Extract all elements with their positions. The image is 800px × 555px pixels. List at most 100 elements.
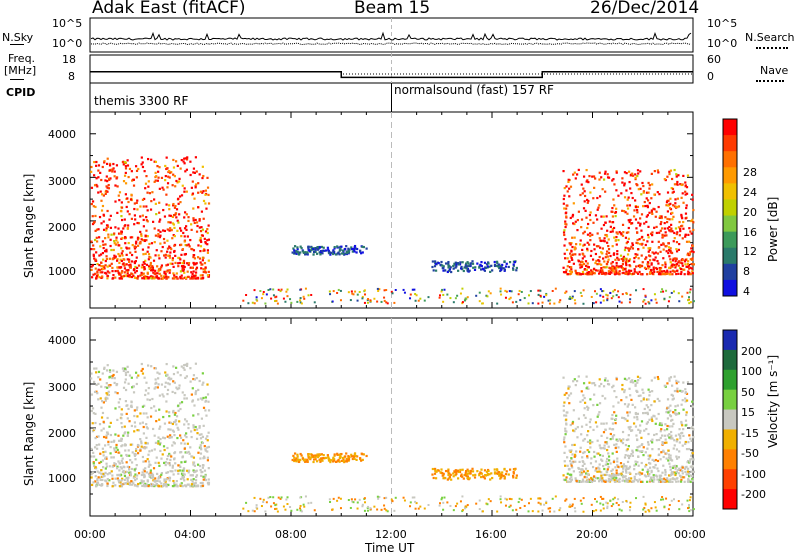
- power-echo: [646, 214, 650, 217]
- velocity-echo: [620, 509, 623, 512]
- velocity-echo: [165, 410, 168, 413]
- velocity-echo: [296, 508, 299, 511]
- velocity-echo: [610, 505, 613, 508]
- velocity-echo: [180, 461, 183, 464]
- velocity-echo: [383, 497, 386, 500]
- power-echo: [571, 295, 574, 298]
- velocity-echo: [583, 462, 586, 466]
- velocity-echo: [95, 383, 98, 387]
- power-echo: [116, 185, 119, 188]
- power-echo: [202, 190, 205, 193]
- velocity-echo: [686, 381, 690, 384]
- velocity-echo: [611, 413, 614, 417]
- velocity-echo: [94, 421, 97, 425]
- power-echo: [276, 302, 279, 305]
- velocity-echo: [466, 477, 469, 480]
- power-echo: [606, 173, 609, 176]
- power-echo: [128, 167, 132, 171]
- power-echo: [634, 178, 637, 181]
- power-echo: [602, 290, 605, 293]
- power-echo: [184, 170, 187, 173]
- power-echo: [466, 267, 470, 271]
- power-echo: [493, 260, 496, 264]
- power-echo: [195, 262, 198, 265]
- power-echo: [133, 247, 137, 250]
- velocity-echo: [136, 443, 140, 447]
- velocity-echo: [126, 434, 130, 437]
- velocity-echo: [659, 422, 662, 425]
- power-echo: [295, 249, 298, 253]
- power-echo: [378, 288, 381, 291]
- velocity-echo: [640, 400, 643, 403]
- velocity-echo: [139, 482, 142, 485]
- velocity-echo: [402, 496, 405, 499]
- velocity-echo: [679, 475, 683, 478]
- velocity-echo: [121, 461, 124, 465]
- power-echo: [154, 234, 157, 237]
- power-echo: [96, 240, 99, 243]
- velocity-echo: [469, 469, 472, 472]
- velocity-echo: [174, 411, 177, 415]
- power-echo: [623, 248, 627, 252]
- velocity-echo: [130, 480, 133, 483]
- velocity-echo: [614, 474, 618, 477]
- nsky-label: N.Sky: [2, 31, 34, 44]
- power-echo: [621, 177, 624, 180]
- power-echo: [684, 233, 687, 236]
- velocity-echo: [590, 478, 593, 481]
- power-echo: [655, 301, 658, 304]
- power-echo: [126, 159, 129, 162]
- velocity-echo: [200, 448, 203, 451]
- power-echo: [191, 272, 194, 276]
- power-echo: [90, 186, 94, 189]
- power-echo: [120, 206, 124, 209]
- power-echo: [593, 186, 596, 189]
- power-echo: [172, 173, 175, 176]
- velocity-echo: [146, 416, 149, 419]
- power-echo: [648, 211, 651, 214]
- velocity-echo: [600, 471, 603, 474]
- velocity-echo: [95, 390, 98, 393]
- power-echo: [139, 274, 142, 277]
- velocity-echo: [573, 453, 577, 456]
- velocity-echo: [606, 457, 609, 461]
- velocity-echo: [169, 421, 172, 425]
- velocity-echo: [301, 457, 305, 460]
- power-echo: [145, 219, 148, 222]
- velocity-echo: [194, 362, 197, 365]
- power-echo: [182, 269, 185, 272]
- power-echo: [349, 299, 352, 302]
- velocity-echo: [636, 381, 639, 384]
- power-echo: [173, 175, 176, 178]
- velocity-echo: [637, 379, 640, 382]
- power-echo: [102, 228, 106, 231]
- power-echo: [606, 297, 609, 300]
- velocity-echo: [584, 467, 588, 470]
- velocity-echo: [150, 406, 153, 410]
- velocity-echo: [602, 385, 606, 388]
- velocity-echo: [689, 480, 692, 483]
- velocity-echo: [684, 391, 687, 394]
- power-echo: [285, 290, 288, 293]
- velocity-echo: [512, 470, 515, 474]
- power-echo: [673, 257, 677, 260]
- power-echo: [589, 211, 592, 214]
- velocity-echo: [634, 463, 638, 466]
- power-echo: [563, 252, 566, 255]
- power-echo: [363, 301, 366, 304]
- power-echo: [678, 242, 681, 246]
- velocity-echo: [672, 447, 675, 450]
- velocity-echo: [570, 478, 573, 481]
- velocity-echo: [194, 470, 197, 473]
- velocity-echo: [130, 467, 134, 471]
- power-echo: [164, 174, 167, 178]
- velocity-echo: [183, 434, 187, 437]
- power-echo: [166, 250, 169, 253]
- power-echo: [115, 176, 119, 179]
- power-echo: [586, 198, 589, 202]
- power-echo: [553, 302, 556, 305]
- power-echo: [606, 229, 609, 232]
- velocity-echo: [135, 382, 138, 386]
- power-echo: [672, 290, 675, 293]
- velocity-echo: [623, 456, 627, 459]
